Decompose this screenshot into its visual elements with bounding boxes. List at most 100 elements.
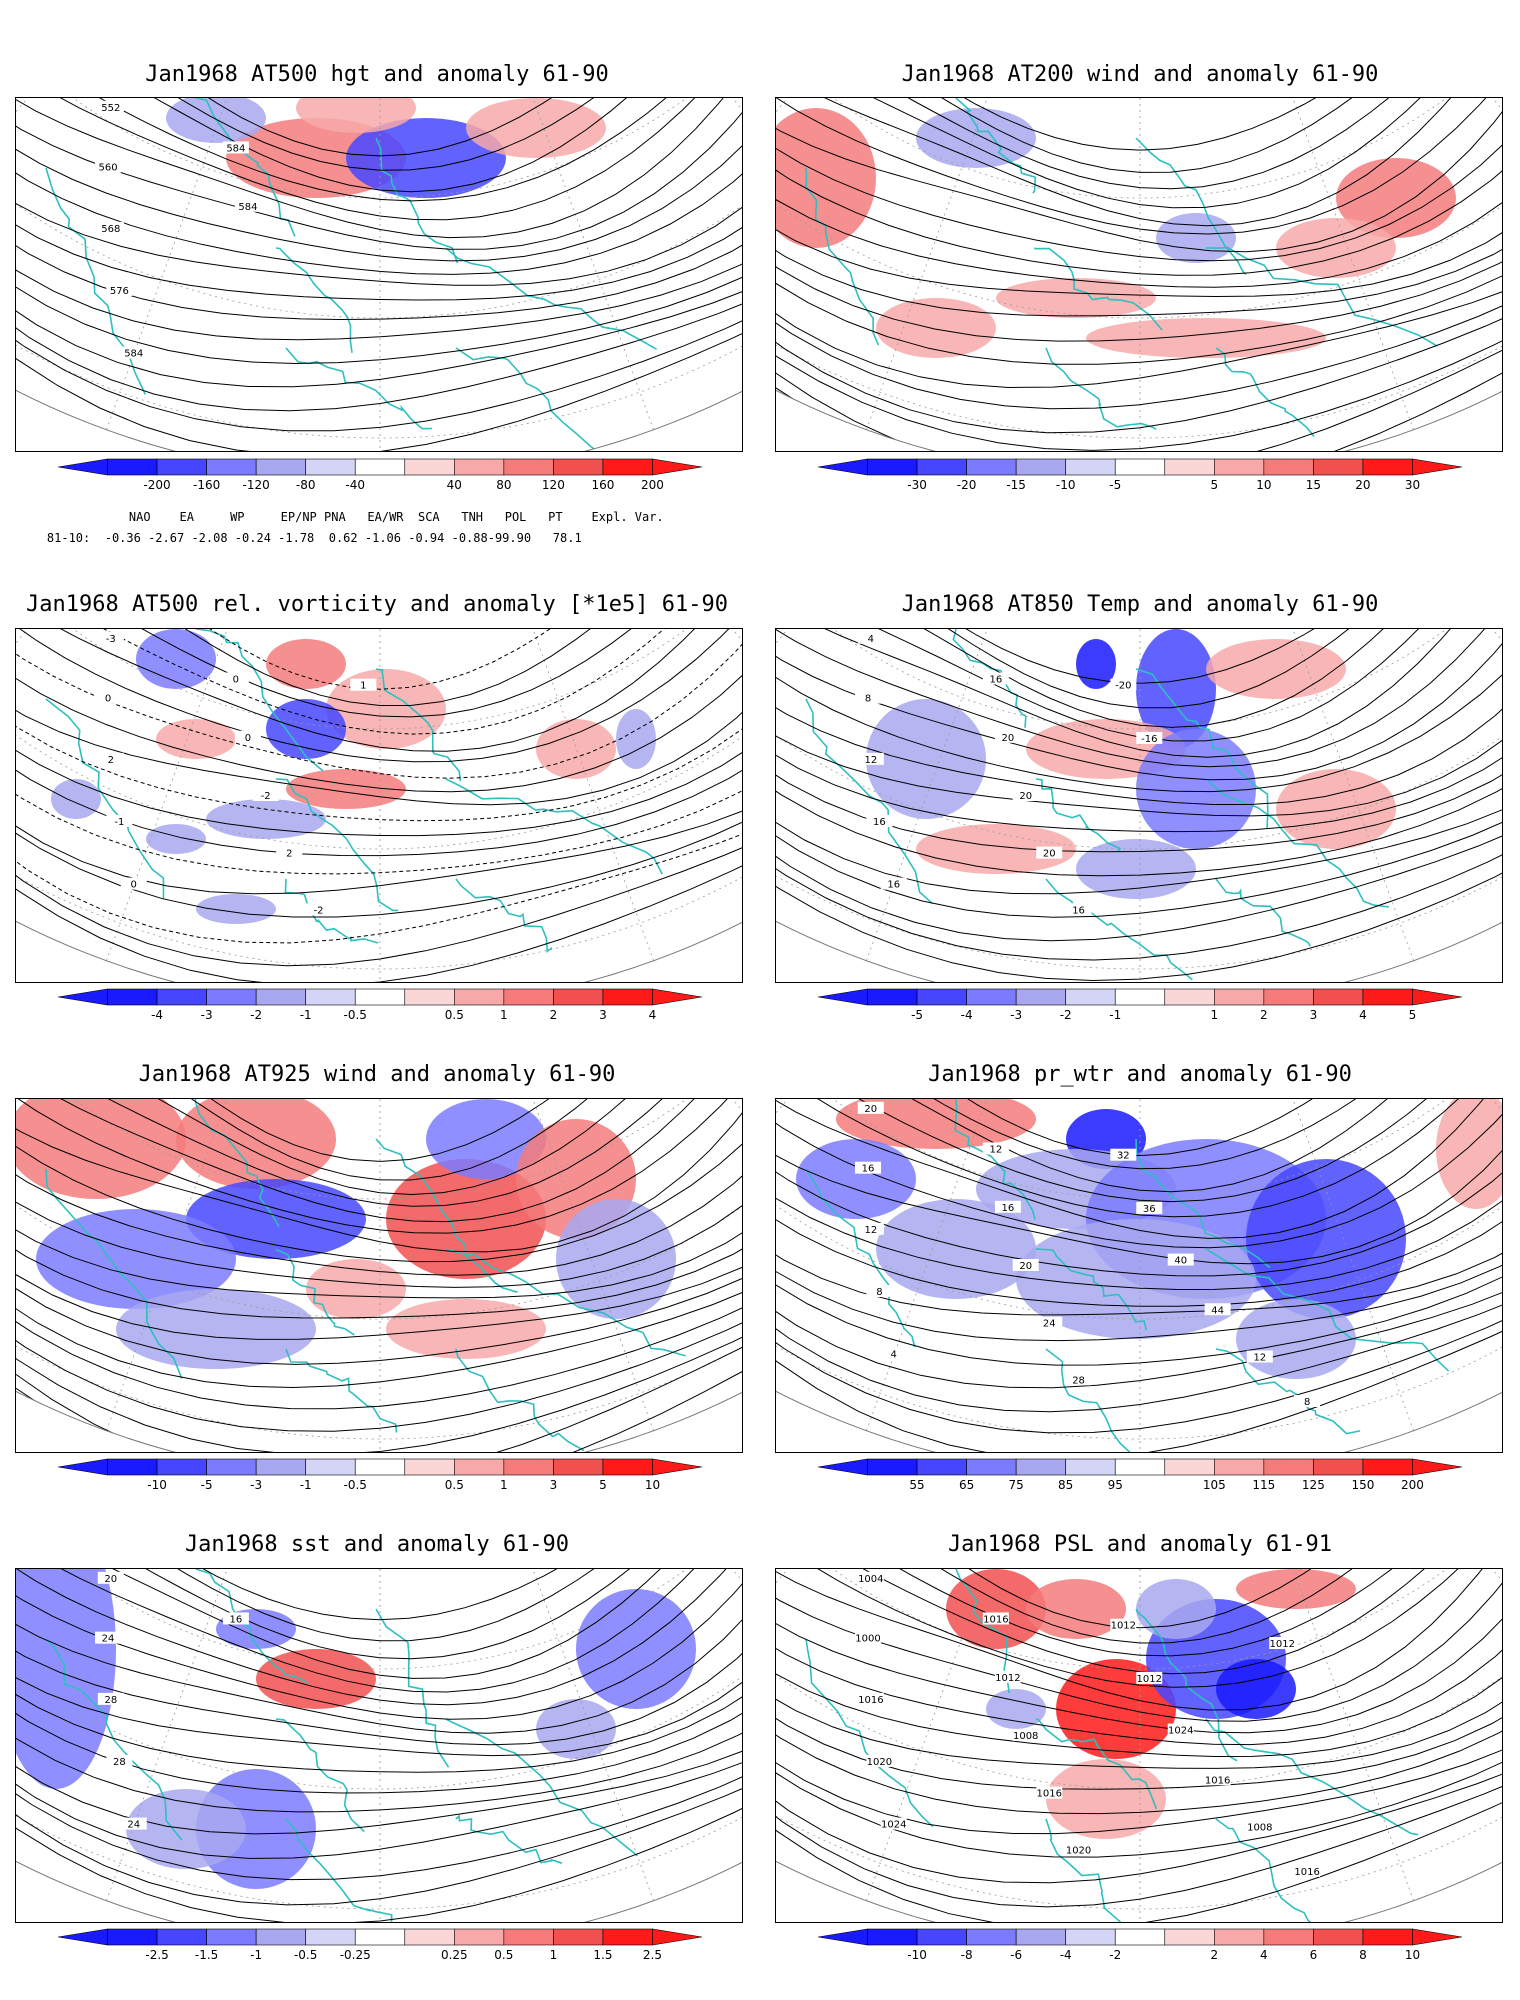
colorbar: -30 -20 -15 -10 -5 5 10 15 20 30 bbox=[817, 458, 1463, 493]
colorbar-swatch bbox=[867, 1458, 918, 1476]
contour-line bbox=[776, 1099, 1502, 1203]
contour-label: -2 bbox=[314, 905, 324, 916]
index-header-pna: PNA bbox=[324, 510, 346, 524]
colorbar-swatch bbox=[454, 458, 505, 476]
meridian-line bbox=[1139, 629, 1449, 982]
contour-line bbox=[776, 1099, 1502, 1366]
coastline bbox=[1215, 1348, 1361, 1435]
contour-label-bg bbox=[857, 1101, 884, 1114]
contour-line bbox=[776, 98, 1502, 190]
contour-line bbox=[16, 629, 742, 706]
contour-label-bg bbox=[1012, 1728, 1039, 1741]
contour-label: 24 bbox=[1043, 1319, 1056, 1330]
contour-line bbox=[776, 629, 1502, 781]
colorbar-swatch bbox=[1362, 1928, 1413, 1946]
colorbar-swatch bbox=[404, 458, 455, 476]
contour-label-bg bbox=[222, 1612, 249, 1625]
map-frame: 552 560 568 576 584 584 584 bbox=[15, 97, 743, 452]
contour-line bbox=[16, 98, 742, 432]
colorbar: 55 65 75 85 95 105 115 125 150 200 bbox=[817, 1458, 1463, 1493]
colorbar-swatch bbox=[503, 1458, 554, 1476]
colorbar-tick-label: -1 bbox=[300, 1478, 312, 1492]
latitude-circle bbox=[16, 1569, 742, 1670]
colorbar-arrow-right bbox=[1412, 458, 1463, 476]
map-frame: 20 24 28 28 24 16 bbox=[15, 1568, 743, 1923]
meridian-line bbox=[379, 629, 689, 982]
colorbar-tick-label: 2 bbox=[550, 1008, 558, 1022]
contour-line bbox=[776, 629, 1502, 684]
anomaly-blob bbox=[866, 699, 986, 819]
colorbar-tick-label: 85 bbox=[1058, 1478, 1073, 1492]
colorbar-swatch bbox=[354, 458, 406, 476]
map-svg: 20 16 12 8 4 12 16 20 24 28 32 36 40 44 12 8 bbox=[776, 1099, 1502, 1452]
colorbar-swatch bbox=[1214, 1458, 1265, 1476]
meridian-line bbox=[71, 629, 381, 982]
contour-line bbox=[776, 98, 1502, 262]
contour-line bbox=[776, 98, 1502, 410]
coastline bbox=[955, 98, 1037, 194]
contour-label-bg bbox=[1269, 1637, 1296, 1650]
contour-label-bg bbox=[234, 730, 261, 743]
coastline bbox=[45, 1168, 183, 1379]
contour-line bbox=[16, 1099, 742, 1410]
contour-line bbox=[776, 1569, 1502, 1790]
meridian-line bbox=[379, 629, 742, 660]
map-frame: 20 16 12 8 4 12 16 20 24 28 32 36 40 44 12 8 bbox=[775, 1098, 1503, 1453]
anomaly-blob bbox=[196, 894, 276, 924]
anomaly-blob bbox=[346, 118, 506, 198]
coastline bbox=[1205, 1718, 1419, 1836]
anomaly-blob bbox=[296, 98, 416, 133]
contour-line bbox=[776, 1099, 1502, 1291]
colorbar-tick-label: -6 bbox=[1010, 1948, 1022, 1962]
contour-label: 20 bbox=[1002, 733, 1015, 744]
coastline bbox=[1135, 668, 1269, 829]
colorbar-tick-label: -80 bbox=[296, 478, 316, 492]
contour-label-bg bbox=[120, 877, 147, 890]
colorbar-tick-label: -1 bbox=[250, 1948, 262, 1962]
contour-line bbox=[776, 1569, 1502, 1815]
contour-line bbox=[776, 98, 1502, 451]
colorbar: -2.5 -1.5 -1 -0.5 -0.25 0.25 0.5 1 1.5 2.5 bbox=[57, 1928, 703, 1963]
colorbar-tick-label: -0.25 bbox=[340, 1948, 371, 1962]
meridian-line bbox=[71, 1099, 381, 1452]
colorbar-tick-label: -4 bbox=[961, 1008, 973, 1022]
contour-line bbox=[16, 629, 742, 763]
colorbar-tick-label: 4 bbox=[1359, 1008, 1367, 1022]
contour-label: 0 bbox=[105, 694, 111, 705]
colorbar-tick-label: -1 bbox=[1109, 1008, 1121, 1022]
colorbar-swatch bbox=[1164, 458, 1215, 476]
contour-line bbox=[776, 98, 1502, 151]
contour-line bbox=[16, 1569, 742, 1693]
contour-line bbox=[776, 1569, 1502, 1734]
anomaly-blob bbox=[1076, 639, 1116, 689]
contour-line bbox=[776, 629, 1502, 728]
anomaly-blob bbox=[1336, 158, 1456, 238]
colorbar-arrow-left bbox=[817, 1458, 868, 1476]
coastlines bbox=[805, 1099, 1450, 1452]
map-disk: 20 24 28 28 24 16 bbox=[16, 1569, 742, 1922]
contour-label-bg bbox=[95, 1631, 122, 1644]
contour-label-bg bbox=[1294, 1394, 1321, 1407]
colorbar-swatch bbox=[206, 458, 257, 476]
contour-label: 44 bbox=[1211, 1305, 1224, 1316]
contour-label-bg bbox=[855, 1161, 882, 1174]
contour-label-bg bbox=[1167, 1253, 1194, 1266]
contour-label-bg bbox=[97, 221, 124, 234]
contours bbox=[776, 1099, 1502, 1452]
contour-label: 12 bbox=[1253, 1353, 1266, 1364]
contour-line bbox=[776, 1569, 1502, 1835]
anomaly-blob bbox=[1136, 1579, 1216, 1639]
anomaly-blob bbox=[836, 1099, 1036, 1149]
index-row-label: 81-10: bbox=[46, 531, 91, 545]
contour-line bbox=[776, 1569, 1502, 1644]
colorbar-swatch bbox=[404, 988, 455, 1006]
contour-line bbox=[776, 1569, 1502, 1884]
colorbar-swatch bbox=[1164, 988, 1215, 1006]
contour-labels: 20 24 28 28 24 16 bbox=[95, 1571, 249, 1831]
colorbar-swatch bbox=[156, 1458, 207, 1476]
contour-line bbox=[16, 98, 742, 239]
colorbar-swatch bbox=[602, 1458, 653, 1476]
anomaly-blob bbox=[616, 709, 656, 769]
index-value-ea: -2.67 bbox=[148, 531, 185, 545]
contour-line bbox=[16, 1099, 742, 1263]
